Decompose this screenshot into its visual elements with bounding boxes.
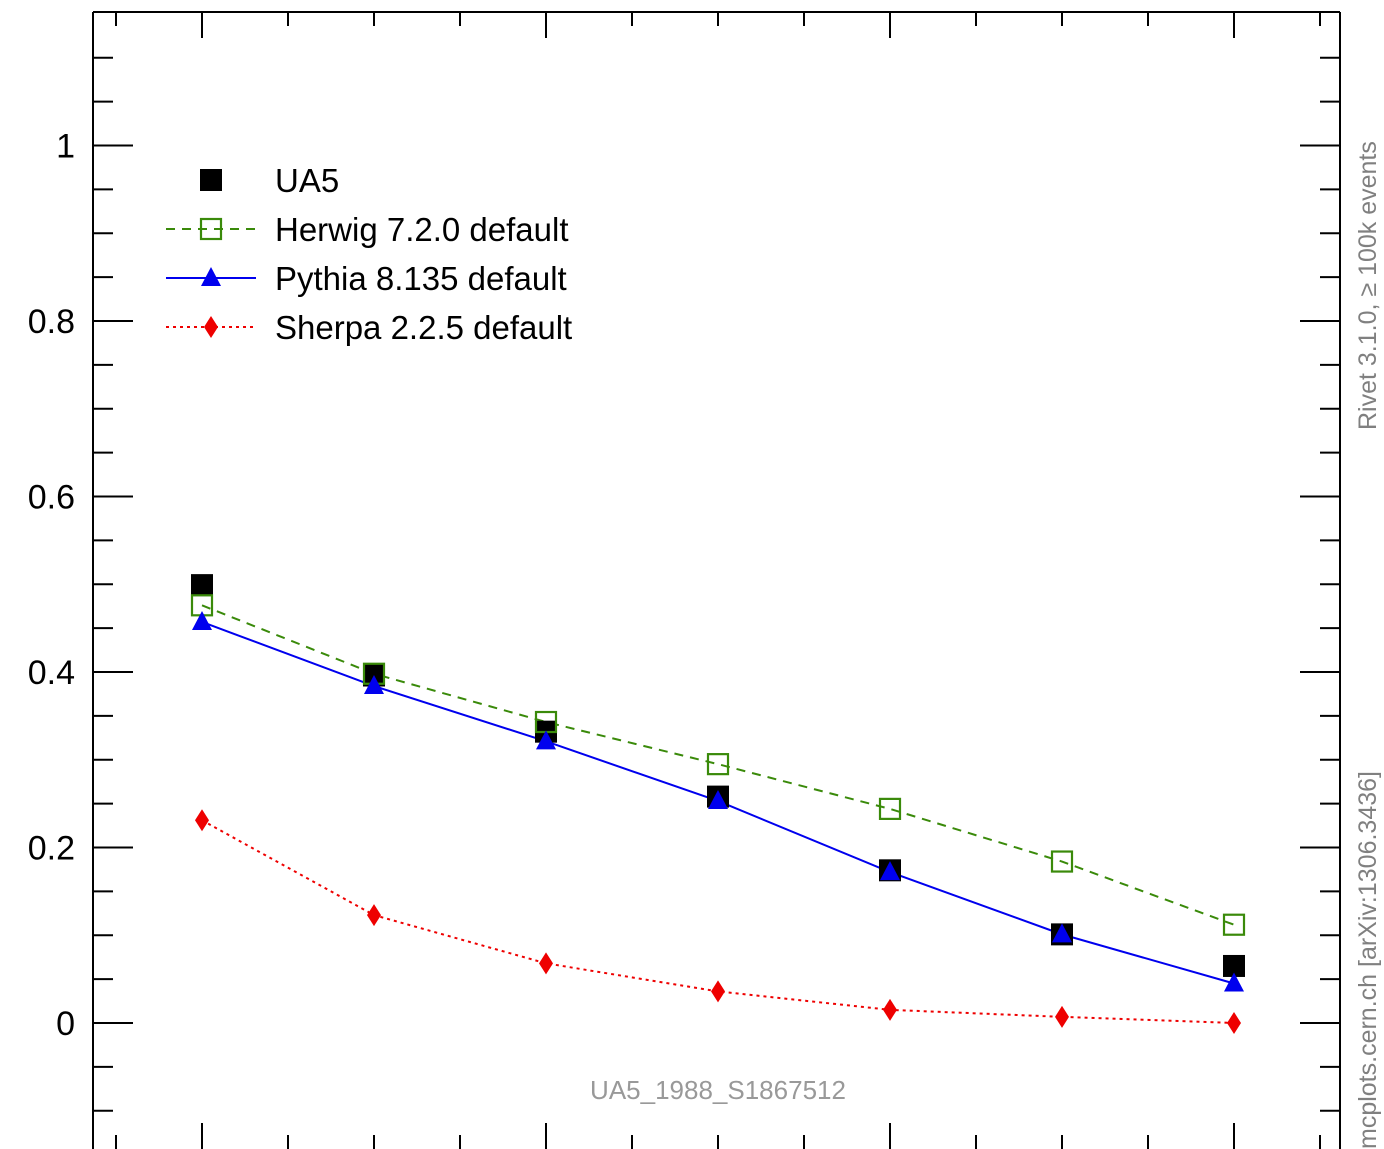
axis-ticks: 0 0.2 0.4 0.6 0.8 1 (28, 12, 1340, 1149)
series-area (190, 574, 1246, 1034)
data-point-sherpa (367, 904, 381, 927)
legend-label-herwig: Herwig 7.2.0 default (275, 211, 569, 248)
legend-label-sherpa: Sherpa 2.2.5 default (275, 309, 572, 346)
data-point-sherpa (539, 952, 553, 975)
data-point-sherpa (1227, 1012, 1241, 1034)
legend-label-pythia: Pythia 8.135 default (275, 260, 567, 297)
data-point-pythia (880, 861, 900, 881)
legend-marker-herwig (199, 217, 223, 241)
legend-marker-sherpa (204, 316, 218, 338)
data-point-herwig (706, 753, 730, 776)
legend-marker-pythia (201, 267, 221, 286)
data-point-pythia (708, 789, 728, 809)
data-point-sherpa (711, 980, 725, 1003)
y-tick-label: 0.8 (28, 303, 75, 341)
data-point-sherpa (195, 809, 209, 832)
data-point-pythia (364, 675, 384, 695)
data-point-pythia (1052, 923, 1072, 943)
y-tick-label: 0.2 (28, 830, 75, 868)
analysis-watermark: UA5_1988_S1867512 (590, 1075, 846, 1105)
y-tick-label: 1 (56, 128, 75, 166)
data-point-sherpa (1055, 1005, 1069, 1028)
data-point-herwig (1050, 850, 1074, 873)
y-tick-label: 0.6 (28, 479, 75, 517)
data-point-pythia (192, 610, 212, 630)
data-point-sherpa (883, 998, 897, 1021)
legend: UA5 Herwig 7.2.0 default Pythia 8.135 defa… (166, 162, 572, 346)
data-point-pythia (1224, 972, 1244, 992)
mcplots-reference-label: mcplots.cern.ch [arXiv:1306.3436] (1354, 771, 1382, 1149)
rivet-version-label: Rivet 3.1.0, ≥ 100k events (1354, 141, 1382, 430)
data-point-pythia (536, 730, 556, 750)
data-point-herwig (1222, 913, 1246, 936)
data-point-ua5 (191, 574, 213, 597)
data-point-ua5 (1223, 954, 1245, 977)
series-line-herwig (201, 604, 1235, 926)
legend-marker-ua5 (200, 169, 222, 191)
plot-frame (92, 11, 1341, 1149)
y-tick-label: 0 (56, 1005, 75, 1043)
data-point-herwig (878, 797, 902, 820)
y-tick-label: 0.4 (28, 654, 75, 692)
legend-label-ua5: UA5 (275, 162, 339, 199)
